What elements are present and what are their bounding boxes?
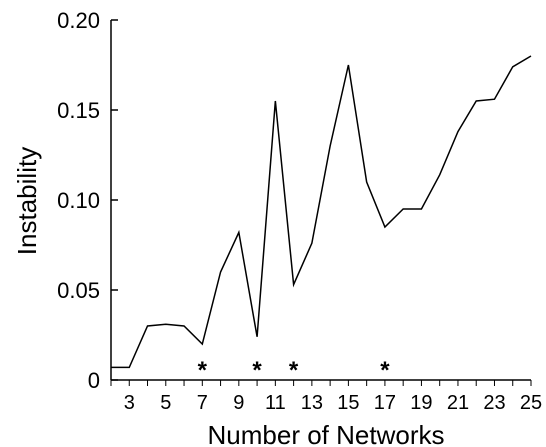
x-tick-label: 9 — [233, 392, 244, 414]
y-tick-label: 0.15 — [57, 98, 100, 123]
x-tick-label: 25 — [520, 392, 542, 414]
significance-asterisk: * — [289, 357, 299, 384]
significance-asterisk: * — [380, 357, 390, 384]
y-axis-ticks: 0 0.05 0.10 0.15 0.20 — [57, 8, 118, 393]
x-tick-label: 19 — [410, 392, 432, 414]
x-tick-label: 7 — [197, 392, 208, 414]
x-axis-ticks: 3 5 7 9 11 13 15 17 19 21 23 25 — [110, 380, 542, 414]
x-axis-label: Number of Networks — [208, 420, 445, 447]
x-tick-label: 5 — [160, 392, 171, 414]
y-tick-label: 0 — [88, 368, 100, 393]
significance-markers: * * * * — [198, 357, 391, 384]
x-tick-label: 15 — [337, 392, 359, 414]
x-tick-label: 21 — [447, 392, 469, 414]
x-tick-label: 13 — [301, 392, 323, 414]
y-tick-label: 0.20 — [57, 8, 100, 33]
y-axis-label: Instability — [12, 147, 42, 255]
axes — [110, 20, 531, 381]
x-tick-label: 23 — [483, 392, 505, 414]
x-tick-label: 11 — [265, 392, 286, 414]
significance-asterisk: * — [252, 357, 262, 384]
significance-asterisk: * — [198, 357, 208, 384]
y-tick-label: 0.10 — [57, 188, 100, 213]
y-tick-label: 0.05 — [57, 278, 100, 303]
x-tick-label: 17 — [374, 392, 396, 414]
x-tick-label: 3 — [124, 392, 135, 414]
instability-series-line — [111, 55, 532, 369]
